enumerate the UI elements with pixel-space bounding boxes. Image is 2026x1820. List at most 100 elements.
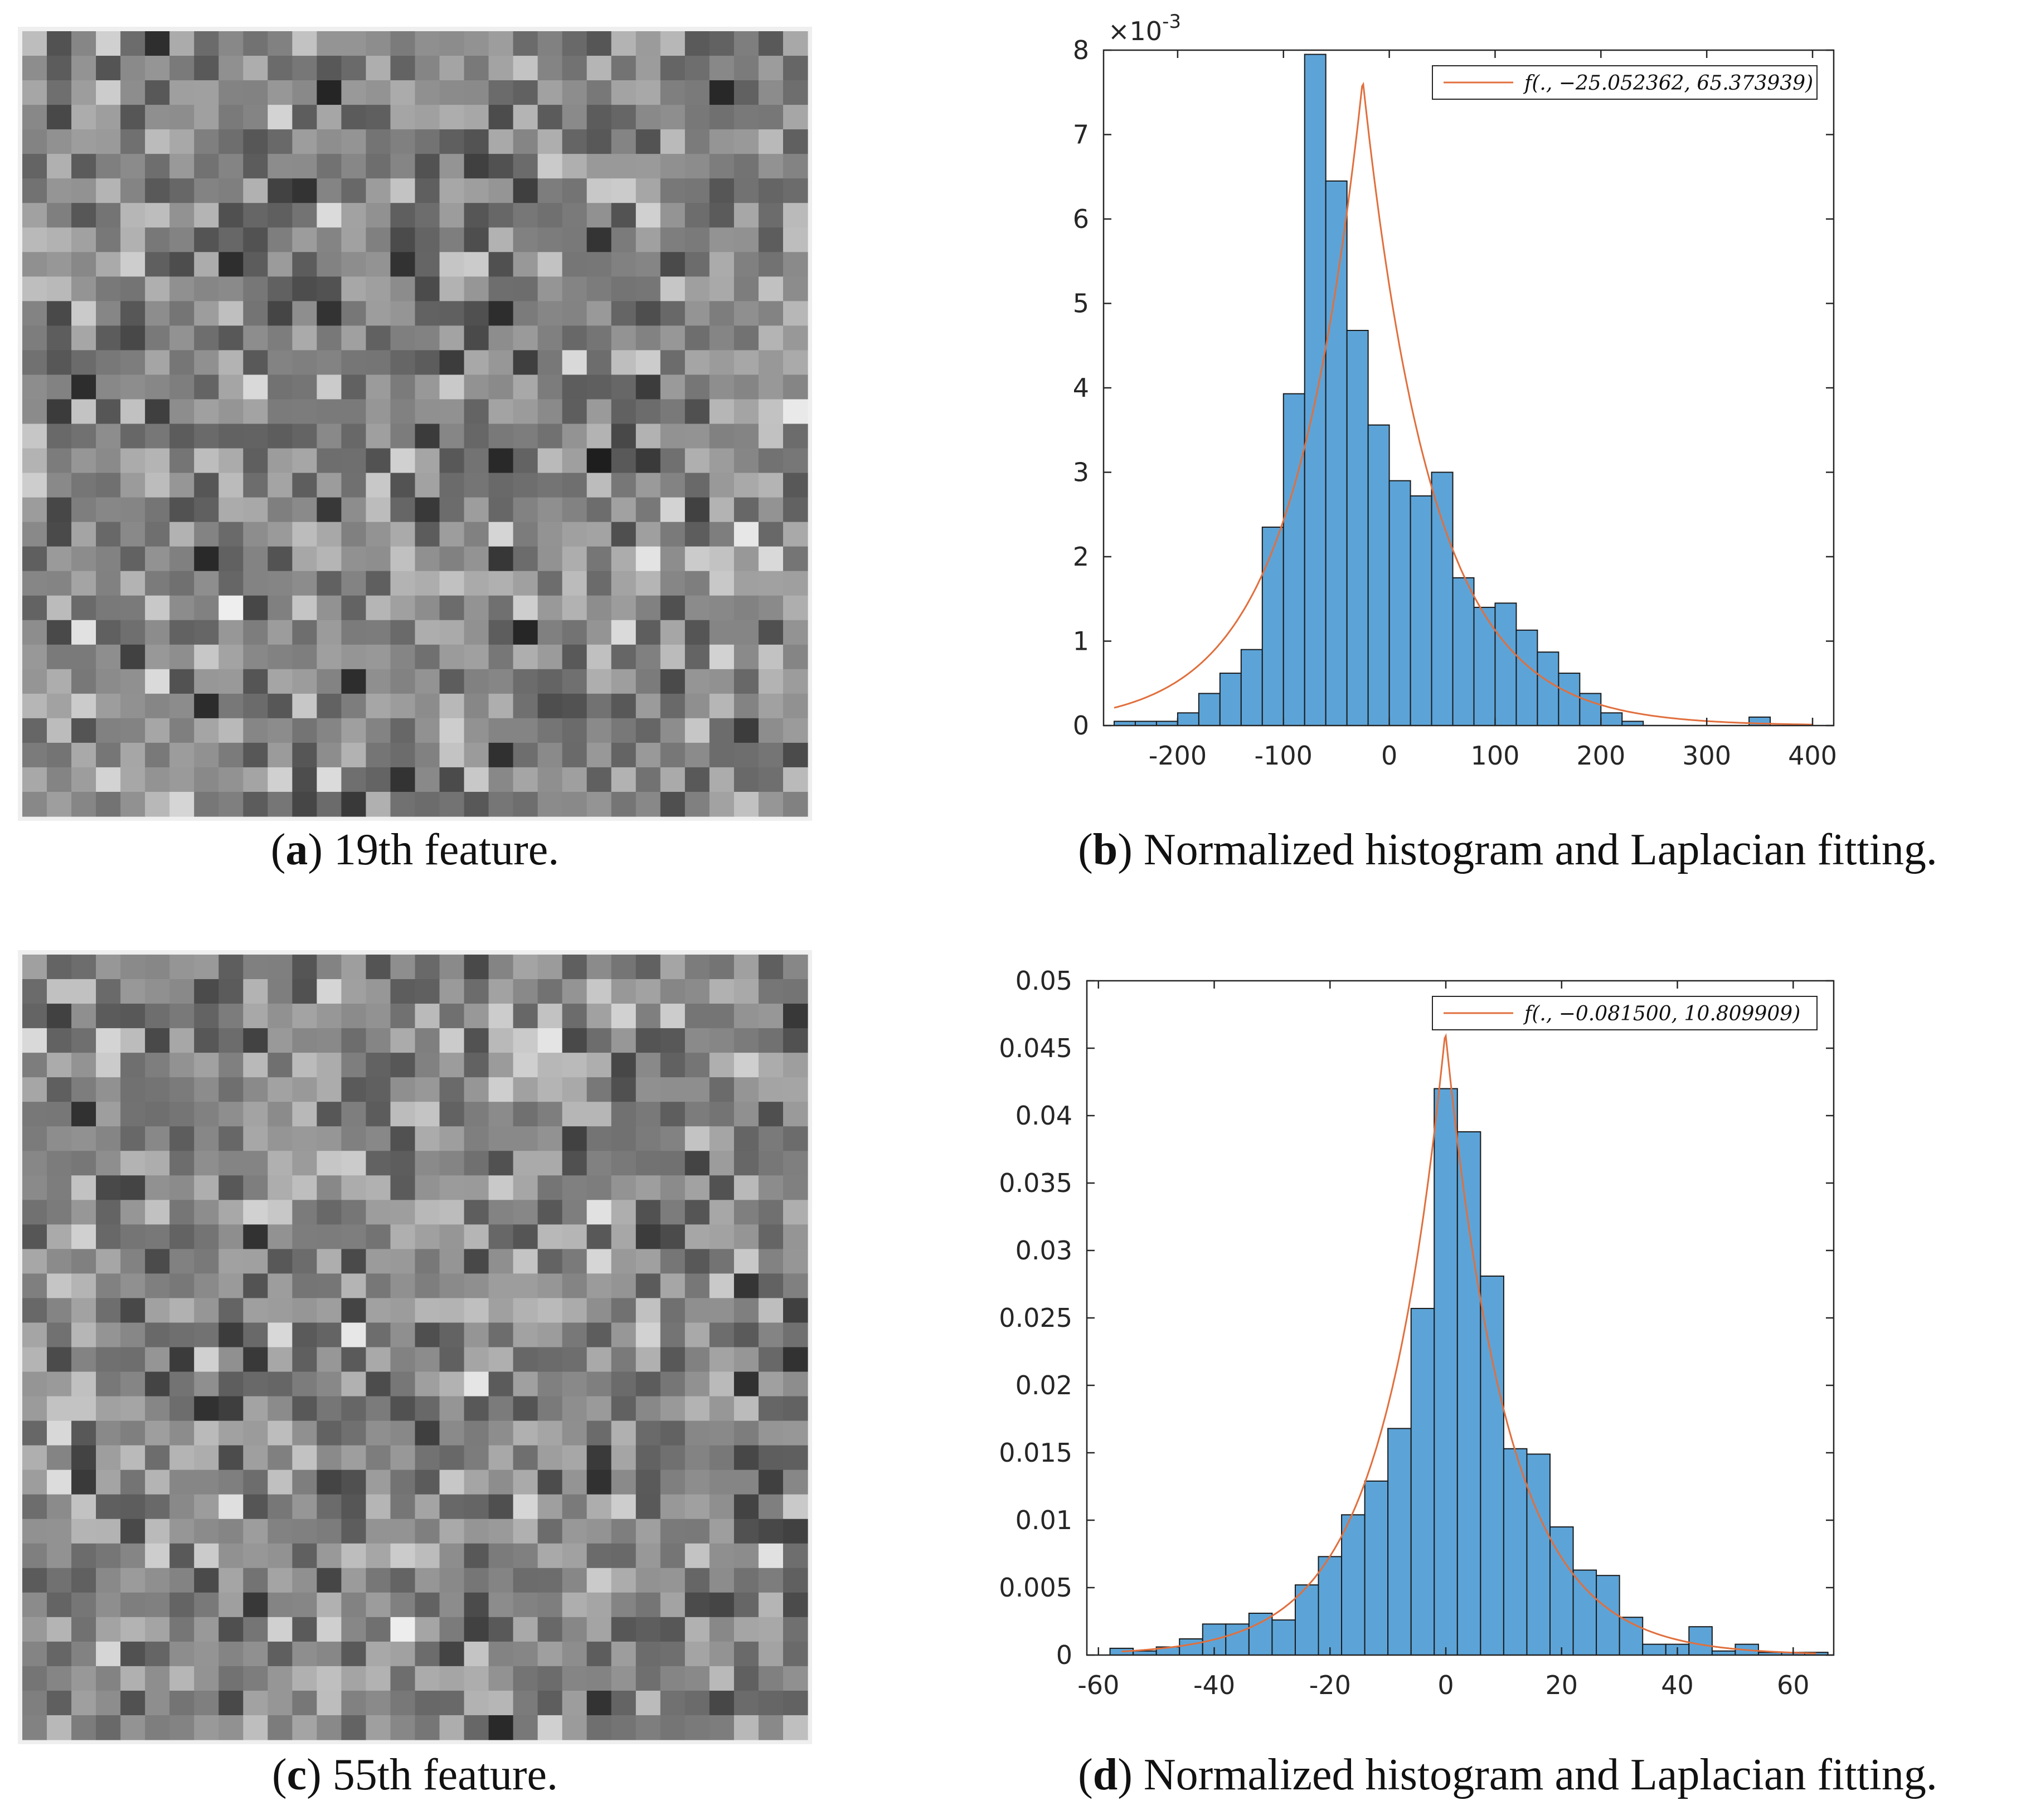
feature-pixel (341, 325, 367, 351)
feature-pixel (733, 424, 759, 449)
feature-pixel (243, 1371, 268, 1397)
feature-pixel (366, 669, 391, 694)
feature-pixel (96, 1224, 121, 1249)
feature-pixel (783, 424, 808, 449)
feature-pixel (292, 56, 317, 81)
feature-pixel (243, 1469, 268, 1495)
feature-pixel (218, 1053, 244, 1078)
feature-pixel (684, 497, 710, 523)
feature-pixel (684, 399, 710, 425)
feature-pixel (390, 1420, 416, 1446)
feature-pixel (464, 546, 489, 572)
feature-pixel (120, 1224, 145, 1249)
feature-pixel (660, 1224, 686, 1249)
feature-pixel (390, 742, 416, 768)
feature-pixel (758, 620, 784, 645)
feature-pixel (439, 227, 465, 252)
feature-pixel (513, 644, 538, 670)
feature-pixel (783, 1494, 808, 1520)
feature-pixel (660, 105, 686, 130)
feature-pixel (783, 105, 808, 130)
feature-pixel (733, 105, 759, 130)
feature-pixel (709, 1004, 735, 1029)
feature-pixel (464, 620, 489, 645)
feature-pixel (366, 1175, 391, 1200)
feature-pixel (169, 1249, 195, 1274)
feature-pixel (684, 56, 710, 81)
feature-pixel (218, 1273, 244, 1299)
feature-pixel (243, 620, 268, 645)
feature-pixel (562, 399, 587, 425)
feature-pixel (341, 1249, 367, 1274)
feature-pixel (169, 350, 195, 376)
feature-pixel (169, 1224, 195, 1249)
feature-pixel (709, 1175, 735, 1200)
feature-pixel (390, 1298, 416, 1323)
feature-pixel (145, 546, 170, 572)
feature-pixel (562, 767, 587, 792)
feature-pixel (537, 227, 563, 252)
feature-pixel (513, 546, 538, 572)
feature-pixel (488, 742, 514, 768)
feature-pixel (586, 546, 612, 572)
feature-pixel (194, 620, 219, 645)
feature-pixel (660, 1200, 686, 1225)
feature-pixel (120, 767, 145, 792)
feature-pixel (537, 522, 563, 547)
feature-pixel (194, 1224, 219, 1249)
feature-pixel (169, 546, 195, 572)
feature-pixel (733, 644, 759, 670)
feature-pixel (733, 669, 759, 694)
feature-pixel (660, 620, 686, 645)
feature-pixel (513, 424, 538, 449)
feature-pixel (758, 1690, 784, 1716)
feature-pixel (96, 105, 121, 130)
feature-pixel (120, 718, 145, 743)
feature-pixel (120, 473, 145, 498)
feature-pixel (145, 1004, 170, 1029)
feature-pixel (22, 301, 47, 326)
feature-pixel (317, 1053, 342, 1078)
feature-pixel (390, 1077, 416, 1102)
feature-pixel (341, 350, 367, 376)
feature-pixel (292, 374, 317, 400)
feature-pixel (47, 1028, 72, 1053)
feature-pixel (488, 1543, 514, 1569)
feature-pixel (22, 1715, 47, 1740)
feature-pixel (120, 350, 145, 376)
feature-pixel (586, 203, 612, 228)
feature-pixel (513, 1617, 538, 1642)
feature-pixel (513, 571, 538, 596)
feature-pixel (218, 1641, 244, 1667)
feature-pixel (733, 1617, 759, 1642)
feature-pixel (120, 742, 145, 768)
y-tick-label: 2 (1073, 542, 1089, 572)
feature-pixel (268, 1273, 293, 1299)
feature-pixel (660, 1690, 686, 1716)
feature-pixel (390, 1102, 416, 1127)
feature-pixel (169, 325, 195, 351)
feature-pixel (218, 791, 244, 817)
feature-pixel (120, 105, 145, 130)
y-tick-label: 1 (1073, 626, 1089, 656)
feature-pixel (709, 301, 735, 326)
feature-pixel (635, 693, 661, 719)
feature-pixel (268, 979, 293, 1004)
feature-pixel (218, 448, 244, 474)
feature-pixel (71, 1371, 96, 1397)
feature-pixel (96, 203, 121, 228)
feature-pixel (439, 473, 465, 498)
feature-pixel (317, 31, 342, 56)
feature-pixel (660, 227, 686, 252)
feature-pixel (660, 1249, 686, 1274)
feature-pixel (120, 1396, 145, 1422)
feature-pixel (268, 1028, 293, 1053)
feature-pixel (586, 571, 612, 596)
feature-pixel (733, 1200, 759, 1225)
legend-label: f(., −25.052362, 65.373939) (1523, 72, 1813, 95)
feature-pixel (390, 955, 416, 980)
feature-pixel (537, 1371, 563, 1397)
histogram-bar (1549, 1526, 1574, 1656)
feature-pixel (415, 178, 440, 203)
feature-pixel (733, 276, 759, 301)
